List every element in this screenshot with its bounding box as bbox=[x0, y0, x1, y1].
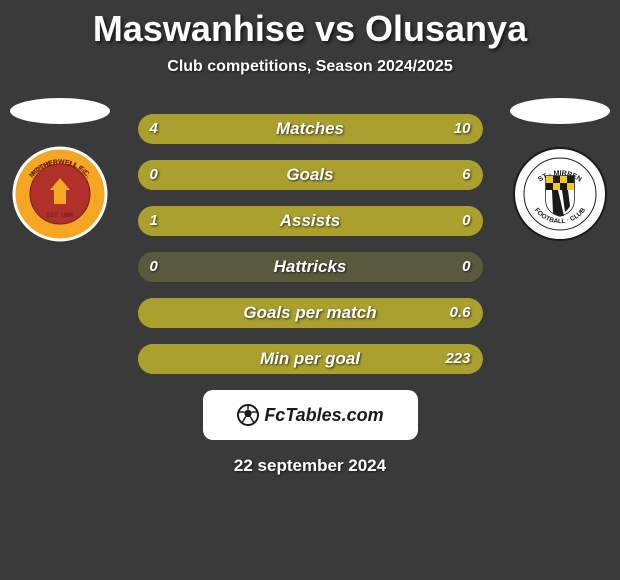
stat-row-assists: Assists1 0 bbox=[138, 206, 483, 236]
stat-value-left: 1 bbox=[150, 206, 158, 236]
stat-value-right: 6 bbox=[462, 160, 470, 190]
stat-row-goals-per-match: Goals per match0.6 bbox=[138, 298, 483, 328]
stat-value-right: 0 bbox=[462, 206, 470, 236]
player-left-column: EST. 1886 MOTHERWELL F.C. MOTHERWELL F.C… bbox=[10, 98, 110, 242]
stmirren-crest-icon: ST · MIRREN FOOTBALL · CLUB bbox=[512, 146, 608, 242]
stat-label: Hattricks bbox=[138, 252, 483, 282]
stat-bars: Matches410Goals06Assists10Hattricks00Goa… bbox=[138, 114, 483, 374]
player-left-portrait-placeholder bbox=[10, 98, 110, 124]
stat-value-left: 4 bbox=[150, 114, 158, 144]
stat-label: Assists bbox=[138, 206, 483, 236]
stat-value-right: 0 bbox=[462, 252, 470, 282]
stat-row-goals: Goals0 6 bbox=[138, 160, 483, 190]
football-icon bbox=[236, 403, 260, 427]
page-title: Maswanhise vs Olusanya bbox=[0, 0, 620, 50]
svg-text:EST. 1886: EST. 1886 bbox=[46, 213, 74, 219]
stat-row-hattricks: Hattricks0 0 bbox=[138, 252, 483, 282]
stat-label: Min per goal bbox=[138, 344, 483, 374]
comparison-area: EST. 1886 MOTHERWELL F.C. MOTHERWELL F.C… bbox=[0, 114, 620, 374]
stat-label: Goals per match bbox=[138, 298, 483, 328]
footer-brand-text: FcTables.com bbox=[264, 405, 383, 426]
crest-right: ST · MIRREN FOOTBALL · CLUB bbox=[512, 146, 608, 242]
stat-value-right: 223 bbox=[445, 344, 470, 374]
motherwell-crest-icon: EST. 1886 MOTHERWELL F.C. MOTHERWELL F.C… bbox=[12, 146, 108, 242]
stat-value-right: 0.6 bbox=[450, 298, 471, 328]
stat-value-right: 10 bbox=[454, 114, 471, 144]
stat-label: Matches bbox=[138, 114, 483, 144]
stat-value-left: 0 bbox=[150, 252, 158, 282]
player-right-portrait-placeholder bbox=[510, 98, 610, 124]
player-right-column: ST · MIRREN FOOTBALL · CLUB bbox=[510, 98, 610, 242]
fctables-logo: FcTables.com bbox=[236, 403, 383, 427]
footer-date: 22 september 2024 bbox=[0, 456, 620, 476]
page-subtitle: Club competitions, Season 2024/2025 bbox=[0, 58, 620, 76]
stat-row-min-per-goal: Min per goal223 bbox=[138, 344, 483, 374]
stat-label: Goals bbox=[138, 160, 483, 190]
crest-left: EST. 1886 MOTHERWELL F.C. MOTHERWELL F.C… bbox=[12, 146, 108, 242]
footer-brand-box: FcTables.com bbox=[203, 390, 418, 440]
stat-row-matches: Matches4 10 bbox=[138, 114, 483, 144]
stat-value-left: 0 bbox=[150, 160, 158, 190]
